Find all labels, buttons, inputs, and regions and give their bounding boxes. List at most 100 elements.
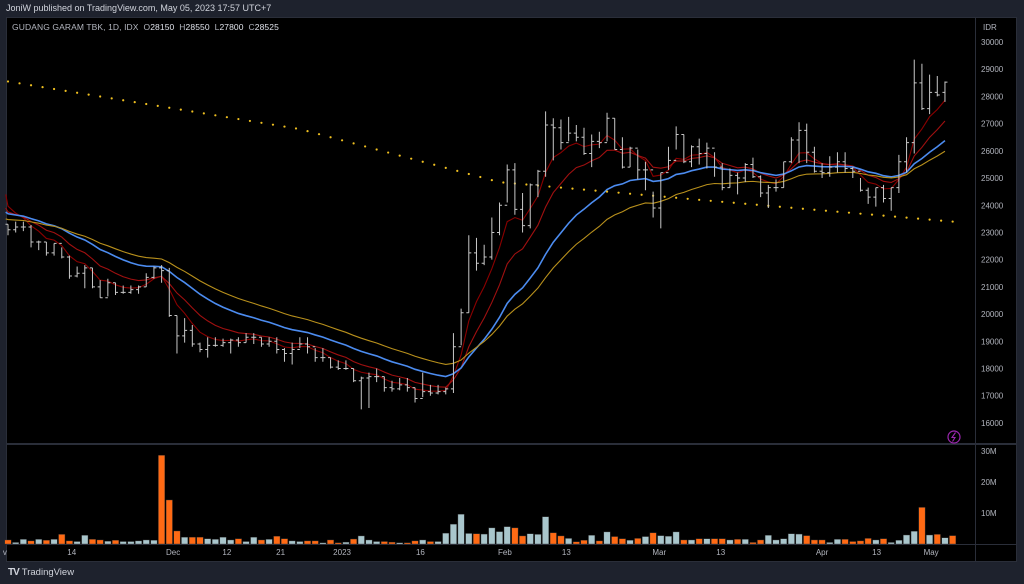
ohlc-bar[interactable] <box>689 145 695 168</box>
ohlc-bar[interactable] <box>619 137 625 169</box>
volume-bar[interactable] <box>450 523 457 545</box>
volume-bar[interactable] <box>542 516 550 545</box>
ohlc-bar[interactable] <box>205 337 211 358</box>
volume-bar[interactable] <box>903 534 910 545</box>
volume-bar[interactable] <box>304 540 311 545</box>
ohlc-bar[interactable] <box>427 384 433 396</box>
volume-bar[interactable] <box>857 540 864 545</box>
volume-bar[interactable] <box>803 535 811 545</box>
ohlc-bar[interactable] <box>896 154 902 194</box>
volume-bar[interactable] <box>250 536 258 545</box>
ohlc-bar[interactable] <box>865 187 871 204</box>
volume-bar[interactable] <box>112 540 119 545</box>
ohlc-bar[interactable] <box>312 346 318 362</box>
volume-bar[interactable] <box>58 534 66 545</box>
ohlc-bar[interactable] <box>251 333 257 345</box>
ohlc-bar[interactable] <box>297 337 303 350</box>
volume-bar[interactable] <box>557 535 565 545</box>
volume-bar[interactable] <box>50 539 58 545</box>
volume-bar[interactable] <box>403 542 411 545</box>
volume-bar[interactable] <box>119 541 127 545</box>
ohlc-bar[interactable] <box>5 223 11 236</box>
volume-bar[interactable] <box>227 539 235 545</box>
ohlc-bar[interactable] <box>143 273 149 288</box>
ohlc-bar[interactable] <box>850 167 856 179</box>
volume-bar[interactable] <box>219 536 227 545</box>
ohlc-bar[interactable] <box>819 163 825 179</box>
ohlc-bar[interactable] <box>397 378 403 391</box>
ohlc-bar[interactable] <box>281 348 287 362</box>
volume-bar[interactable] <box>949 535 957 545</box>
volume-bar[interactable] <box>357 535 365 545</box>
ohlc-bar[interactable] <box>696 138 702 165</box>
volume-bar[interactable] <box>96 539 104 545</box>
volume-bar[interactable] <box>872 539 880 545</box>
ohlc-bar[interactable] <box>381 376 387 392</box>
volume-bar[interactable] <box>795 533 803 545</box>
volume-bar[interactable] <box>757 539 765 545</box>
ohlc-bar[interactable] <box>20 221 26 232</box>
volume-bar[interactable] <box>373 541 381 545</box>
ohlc-bar[interactable] <box>189 324 195 347</box>
ohlc-bar[interactable] <box>827 156 833 177</box>
ohlc-bar[interactable] <box>151 266 157 279</box>
ohlc-bar[interactable] <box>136 285 142 294</box>
ohlc-bar[interactable] <box>712 147 718 177</box>
ohlc-bar[interactable] <box>512 163 518 215</box>
volume-bar[interactable] <box>772 539 780 545</box>
volume-bar[interactable] <box>611 536 619 545</box>
ohlc-bar[interactable] <box>473 237 479 271</box>
ohlc-bar[interactable] <box>758 175 764 198</box>
ohlc-bar[interactable] <box>243 333 249 344</box>
ohlc-bar[interactable] <box>128 285 134 294</box>
volume-bar[interactable] <box>811 539 818 545</box>
ohlc-bar[interactable] <box>927 74 933 115</box>
ohlc-bar[interactable] <box>212 337 218 347</box>
volume-bar[interactable] <box>496 531 503 545</box>
ohlc-bar[interactable] <box>404 378 410 392</box>
ohlc-bar[interactable] <box>612 117 618 150</box>
volume-bar[interactable] <box>711 538 718 545</box>
ohlc-bar[interactable] <box>420 372 426 399</box>
volume-bar[interactable] <box>273 536 281 545</box>
volume-bar[interactable] <box>688 539 695 545</box>
volume-bar[interactable] <box>188 536 196 545</box>
volume-bar[interactable] <box>672 531 680 545</box>
ohlc-bar[interactable] <box>274 337 280 354</box>
ohlc-bar[interactable] <box>159 265 165 283</box>
ohlc-bar[interactable] <box>573 124 579 142</box>
footer-brand[interactable]: TV TradingView <box>8 567 74 578</box>
volume-bar[interactable] <box>657 535 665 545</box>
ohlc-bar[interactable] <box>873 187 879 207</box>
volume-bar[interactable] <box>396 542 404 545</box>
volume-bar[interactable] <box>649 532 657 545</box>
ohlc-bar[interactable] <box>796 122 802 164</box>
volume-bar[interactable] <box>780 538 788 545</box>
volume-bar[interactable] <box>411 540 419 545</box>
volume-bar[interactable] <box>89 539 96 545</box>
ohlc-bar[interactable] <box>105 278 111 299</box>
ohlc-bar[interactable] <box>658 172 664 229</box>
volume-bar[interactable] <box>841 539 849 545</box>
volume-bar[interactable] <box>849 541 857 545</box>
volume-bar[interactable] <box>388 541 396 545</box>
volume-bar[interactable] <box>365 539 373 545</box>
ohlc-bar[interactable] <box>750 157 756 179</box>
volume-bar[interactable] <box>288 540 296 545</box>
volume-bar[interactable] <box>81 535 89 545</box>
ohlc-bar[interactable] <box>811 146 817 173</box>
ohlc-bar[interactable] <box>166 267 172 317</box>
volume-bar[interactable] <box>142 539 150 545</box>
volume-bar[interactable] <box>342 541 350 545</box>
ohlc-bar[interactable] <box>604 112 610 144</box>
volume-bar[interactable] <box>665 536 672 545</box>
ohlc-bar[interactable] <box>804 123 810 164</box>
volume-bar[interactable] <box>211 539 219 545</box>
volume-bar[interactable] <box>43 540 50 545</box>
volume-bar[interactable] <box>181 536 189 545</box>
volume-bar[interactable] <box>634 538 642 545</box>
volume-bar[interactable] <box>626 540 634 545</box>
ohlc-bar[interactable] <box>504 164 510 206</box>
ohlc-bar[interactable] <box>520 193 526 233</box>
